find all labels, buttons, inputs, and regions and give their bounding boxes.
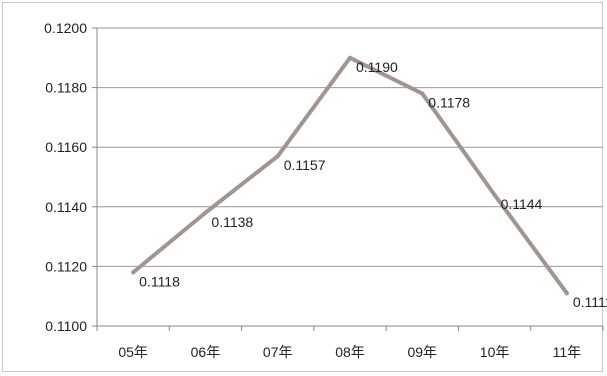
- data-point: [564, 291, 569, 296]
- data-point: [420, 91, 425, 96]
- data-label: 0.1178: [428, 95, 470, 111]
- y-tick-label: 0.1200: [44, 20, 87, 36]
- data-label: 0.1111: [573, 294, 607, 310]
- chart-area: [2, 2, 603, 372]
- y-tick-label: 0.1160: [45, 139, 87, 155]
- data-label: 0.1144: [501, 196, 543, 212]
- data-label: 0.1118: [139, 273, 180, 289]
- data-point: [492, 192, 497, 197]
- x-tick-label: 06年: [191, 344, 221, 360]
- data-label: 0.1157: [284, 157, 326, 173]
- data-point: [203, 210, 208, 215]
- data-point: [275, 154, 280, 159]
- x-tick-label: 10年: [480, 344, 510, 360]
- data-point: [348, 55, 352, 60]
- x-tick-label: 05年: [118, 344, 148, 360]
- data-label: 0.1138: [211, 214, 253, 230]
- y-tick-label: 0.1100: [45, 318, 87, 334]
- x-tick-label: 09年: [407, 344, 437, 360]
- y-tick-label: 0.1180: [45, 80, 87, 96]
- x-tick-label: 11年: [553, 344, 582, 360]
- x-tick-label: 08年: [335, 344, 365, 360]
- series-line: [131, 55, 569, 296]
- data-label: 0.1190: [356, 59, 398, 75]
- y-tick-label: 0.1120: [45, 258, 87, 274]
- x-tick-label: 07年: [263, 344, 293, 360]
- data-point: [131, 270, 136, 275]
- y-tick-label: 0.1140: [45, 199, 87, 215]
